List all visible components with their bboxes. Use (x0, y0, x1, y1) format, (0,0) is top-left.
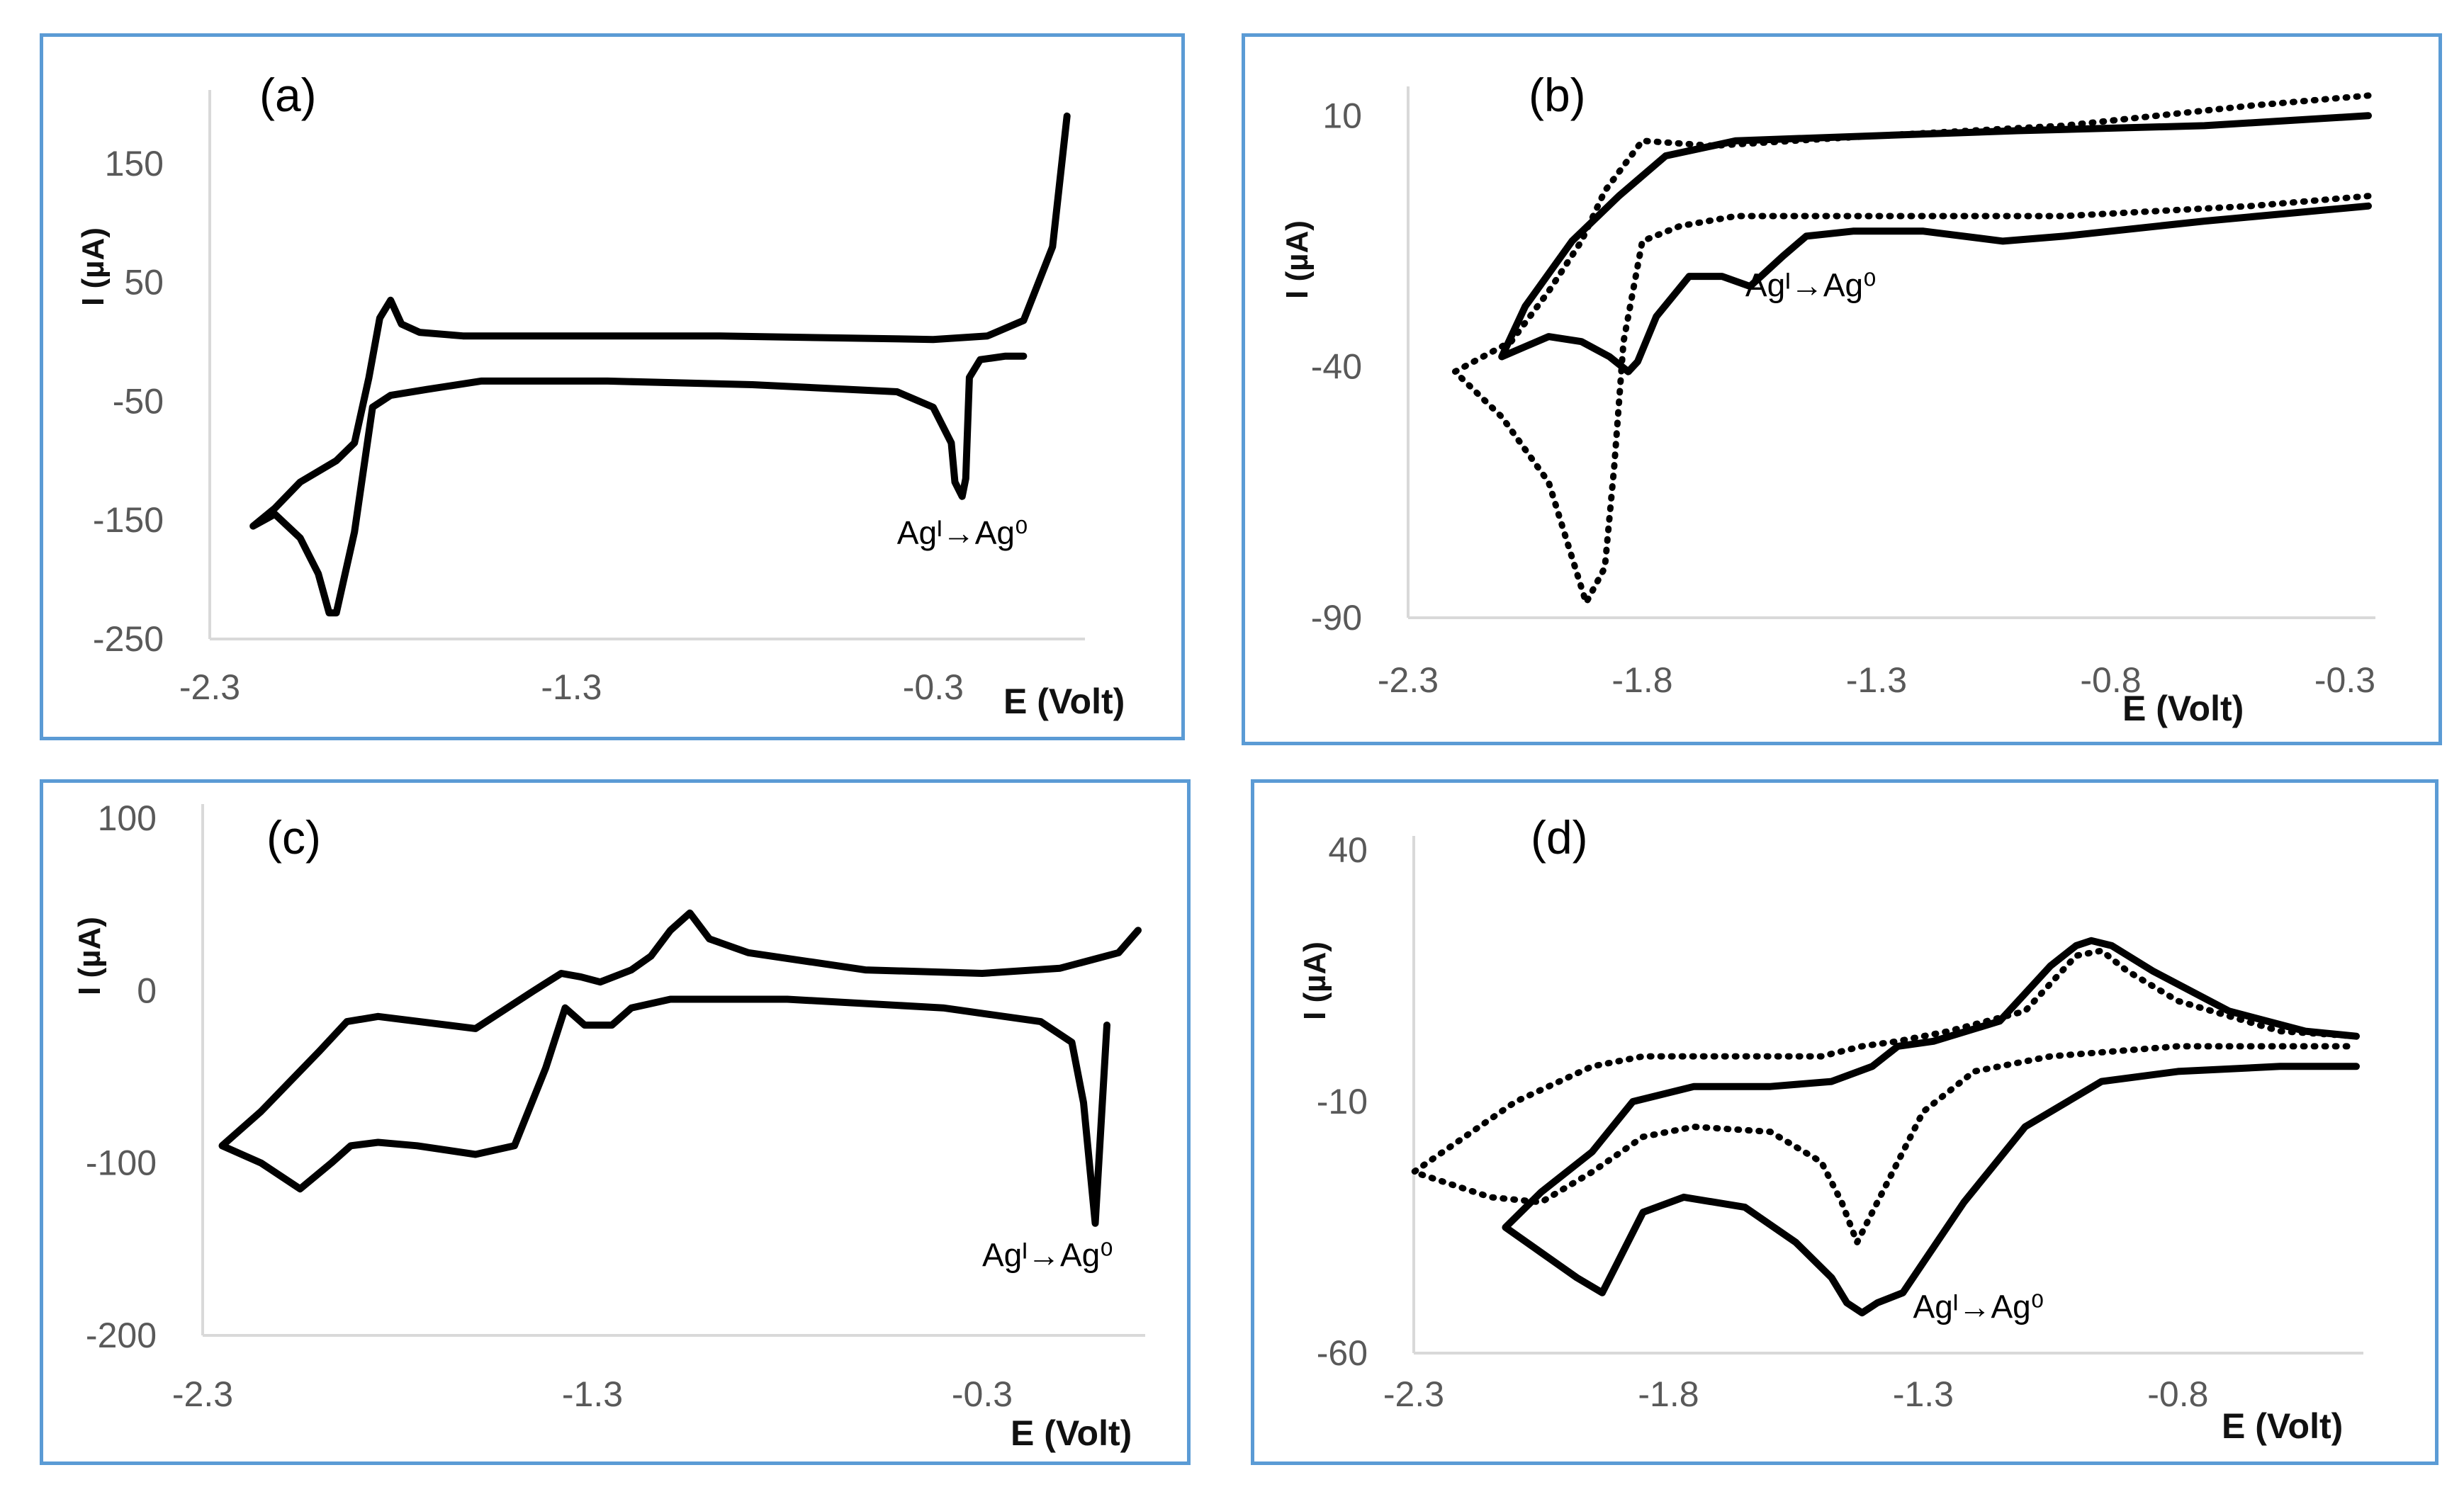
x-tick-label-a: -2.3 (179, 667, 240, 707)
panel-label-b: (b) (1529, 69, 1586, 121)
annotation-ag-reduction-c: Agᴵ→Ag⁰ (982, 1237, 1113, 1274)
y-tick-label-d: -10 (1317, 1082, 1368, 1121)
y-axis-label-a: I (µA) (76, 227, 111, 306)
annotation-ag-reduction-d: Agᴵ→Ag⁰ (1913, 1288, 2044, 1325)
panel-label-d: (d) (1531, 811, 1588, 864)
chart-c-svg: (c) I (µA) E (Volt) 100 0 -100 -200 -2.3 -1.3… (72, 798, 1145, 1453)
x-tick-label-c: -0.3 (952, 1374, 1013, 1414)
y-tick-label-a: -250 (93, 619, 164, 659)
x-tick-label-d: -1.8 (1638, 1374, 1699, 1414)
y-tick-label-d: 40 (1328, 830, 1368, 870)
x-tick-label-b: -0.8 (2080, 660, 2141, 700)
panel-label-c: (c) (266, 811, 321, 864)
x-tick-label-d: -1.3 (1893, 1374, 1954, 1414)
chart-a-svg: (a) I (µA) E (Volt) 150 50 -50 -150 -250 -2.3… (76, 69, 1125, 721)
chart-panel-c: (c) I (µA) E (Volt) 100 0 -100 -200 -2.3 -1.3… (40, 779, 1191, 1465)
y-tick-label-b: -40 (1311, 347, 1362, 387)
y-tick-label-b: 10 (1322, 96, 1362, 135)
y-tick-label-a: -150 (93, 500, 164, 540)
x-axis-label-c: E (Volt) (1011, 1413, 1132, 1453)
y-tick-label-a: 150 (105, 144, 164, 183)
y-axis-label-c: I (µA) (72, 917, 107, 995)
y-axis-label-d: I (µA) (1298, 942, 1332, 1020)
chart-panel-b: (b) I (µA) E (Volt) 10 -40 -90 -2.3 -1.8 -1.3… (1242, 33, 2442, 745)
chart-d-svg: (d) I (µA) E (Volt) 40 -10 -60 -2.3 -1.8 -1.3… (1298, 811, 2363, 1446)
x-axis-label-b: E (Volt) (2122, 689, 2244, 728)
y-axis-label-b: I (µA) (1280, 220, 1315, 299)
x-axis-label-a: E (Volt) (1003, 682, 1125, 721)
chart-panel-a: (a) I (µA) E (Volt) 150 50 -50 -150 -250 -2.3… (40, 33, 1185, 740)
x-tick-label-d: -2.3 (1383, 1374, 1444, 1414)
series-line-b-dotted (1449, 92, 2372, 611)
x-tick-label-c: -2.3 (172, 1374, 233, 1414)
chart-b-svg: (b) I (µA) E (Volt) 10 -40 -90 -2.3 -1.8 -1.3… (1280, 69, 2375, 728)
x-tick-label-d: -0.8 (2147, 1374, 2208, 1414)
y-tick-label-c: 0 (137, 971, 157, 1010)
y-tick-label-d: -60 (1317, 1333, 1368, 1373)
x-axis-label-d: E (Volt) (2222, 1406, 2343, 1446)
y-tick-label-c: 100 (98, 798, 157, 838)
chart-panel-d: (d) I (µA) E (Volt) 40 -10 -60 -2.3 -1.8 -1.3… (1251, 779, 2438, 1465)
x-tick-label-a: -0.3 (903, 667, 964, 707)
x-tick-label-b: -1.3 (1846, 660, 1907, 700)
y-tick-label-a: -50 (113, 381, 164, 421)
series-line-c-CV (218, 909, 1142, 1227)
x-tick-label-a: -1.3 (541, 667, 602, 707)
series-line-a-CV (249, 112, 1071, 617)
annotation-ag-reduction-b: Agᴵ→Ag⁰ (1745, 266, 1877, 303)
x-tick-label-b: -2.3 (1378, 660, 1439, 700)
series-line-b-solid (1498, 112, 2372, 375)
x-tick-label-c: -1.3 (562, 1374, 623, 1414)
y-tick-label-c: -100 (86, 1143, 157, 1183)
series-line-d-dotted (1406, 947, 2360, 1250)
y-tick-label-b: -90 (1311, 598, 1362, 638)
x-tick-label-b: -1.8 (1611, 660, 1672, 700)
y-tick-label-a: 50 (124, 263, 164, 303)
x-tick-label-b: -0.3 (2314, 660, 2375, 700)
annotation-ag-reduction-a: Agᴵ→Ag⁰ (897, 514, 1028, 551)
panel-label-a: (a) (259, 69, 317, 121)
series-line-d-solid (1502, 937, 2360, 1317)
y-tick-label-c: -200 (86, 1316, 157, 1355)
